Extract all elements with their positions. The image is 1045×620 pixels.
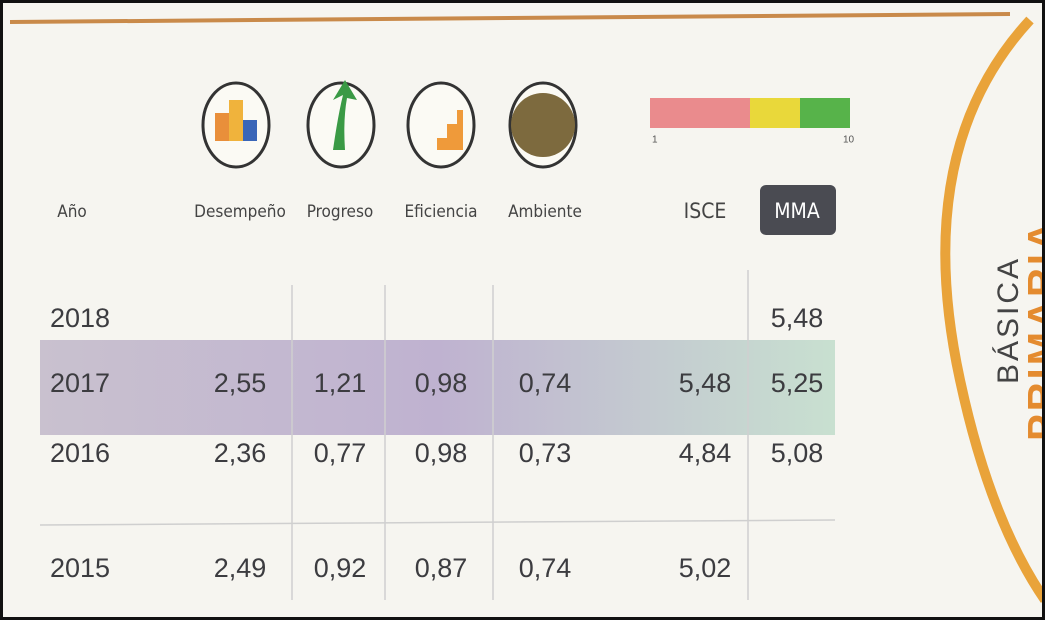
cell: 5,48 <box>771 303 824 333</box>
column-header: Año <box>57 202 87 222</box>
row-year: 2015 <box>50 553 110 583</box>
column-header: MMA <box>774 199 820 223</box>
cell: 0,77 <box>314 438 367 468</box>
scale-min: 1 <box>652 135 658 146</box>
scale-bar <box>650 98 850 128</box>
row-year: 2017 <box>50 368 110 398</box>
scale-max: 10 <box>843 135 855 146</box>
cell: 1,21 <box>314 368 367 398</box>
cell: 0,74 <box>519 368 572 398</box>
page: 1 10 BÁSICA PRIMARIA AñoDesempeñoProgres… <box>0 0 1045 620</box>
cell: 0,87 <box>415 553 468 583</box>
row-year: 2018 <box>50 303 110 333</box>
column-header: Desempeño <box>194 202 286 222</box>
cell: 0,98 <box>415 438 468 468</box>
table-photo: 1 10 BÁSICA PRIMARIA AñoDesempeñoProgres… <box>0 0 1045 620</box>
cell: 4,84 <box>679 438 732 468</box>
cell: 5,08 <box>771 438 824 468</box>
row-year: 2016 <box>50 438 110 468</box>
column-header: Progreso <box>307 202 374 222</box>
column-header: Ambiente <box>508 202 582 222</box>
cell: 2,55 <box>214 368 267 398</box>
cycle-label: PRIMARIA <box>1021 219 1045 441</box>
cell: 2,49 <box>214 553 267 583</box>
cell: 5,02 <box>679 553 732 583</box>
cell: 5,48 <box>679 368 732 398</box>
cell: 0,92 <box>314 553 367 583</box>
column-header: Eficiencia <box>404 202 477 222</box>
column-header: ISCE <box>684 199 727 223</box>
cell: 0,73 <box>519 438 572 468</box>
cell: 0,98 <box>415 368 468 398</box>
cell: 2,36 <box>214 438 267 468</box>
cell: 5,25 <box>771 368 824 398</box>
cell: 0,74 <box>519 553 572 583</box>
